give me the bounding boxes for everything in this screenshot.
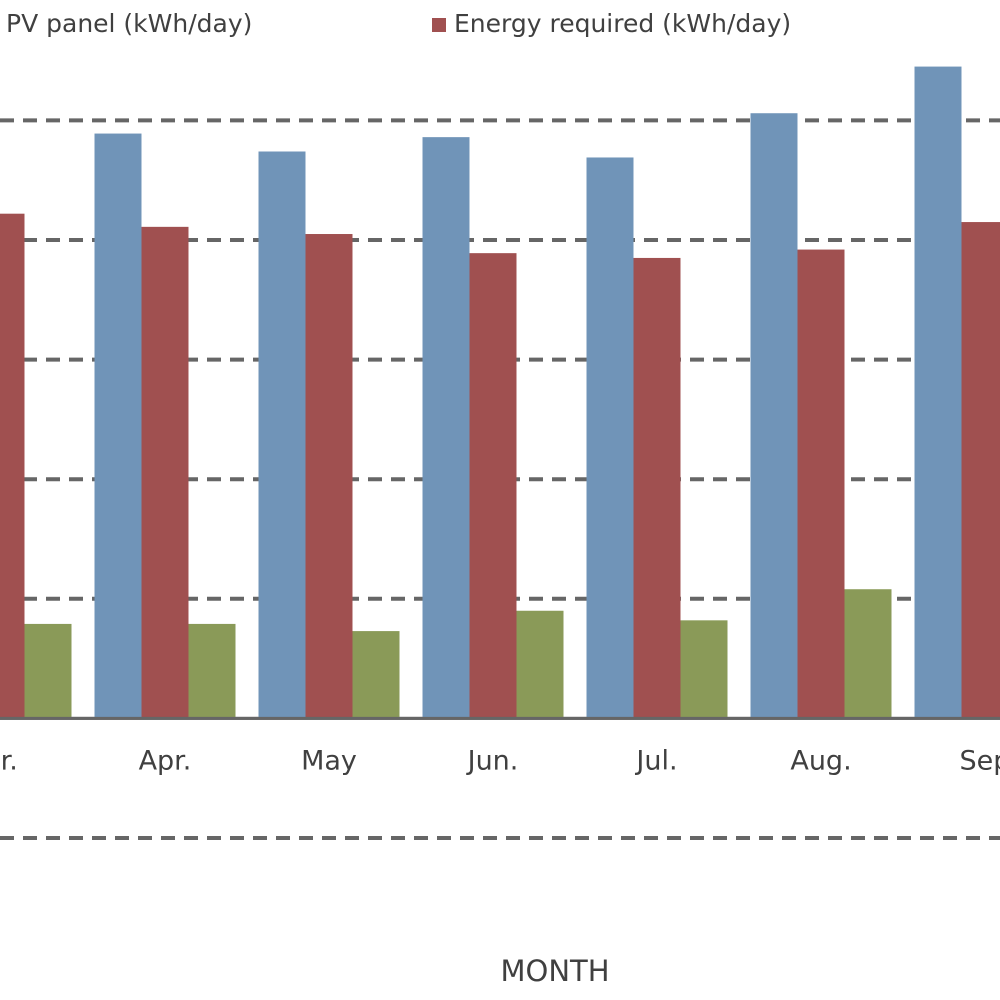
- bar: [0, 213, 25, 719]
- legend-label: PV panel (kWh/day): [6, 9, 252, 38]
- x-axis-title: MONTH: [500, 954, 609, 988]
- bar: [422, 137, 470, 719]
- bar: [914, 66, 962, 719]
- bar: [141, 226, 189, 719]
- x-tick-label: May: [301, 746, 357, 777]
- bar: [305, 234, 353, 719]
- x-tick-label: Apr.: [139, 746, 192, 777]
- x-tick-label: Jun.: [466, 746, 519, 777]
- x-tick-label: Aug.: [790, 746, 851, 777]
- bar: [633, 257, 681, 719]
- x-tick-label: Sep: [960, 746, 1000, 777]
- bar: [188, 623, 236, 719]
- bar: [680, 620, 728, 719]
- bar: [24, 623, 72, 719]
- bar: [94, 133, 142, 719]
- legend-label: Energy required (kWh/day): [454, 9, 791, 38]
- bar: [797, 249, 845, 719]
- bar: [586, 157, 634, 719]
- bar: [352, 631, 400, 719]
- x-tick-label: ar.: [0, 746, 18, 777]
- bar: [961, 222, 1000, 719]
- bar: [469, 253, 517, 719]
- bar: [844, 589, 892, 719]
- bar: [258, 151, 306, 719]
- bar: [516, 610, 564, 719]
- legend-swatch: [432, 18, 446, 32]
- bar: [750, 113, 798, 719]
- x-tick-label: Jul.: [634, 746, 677, 777]
